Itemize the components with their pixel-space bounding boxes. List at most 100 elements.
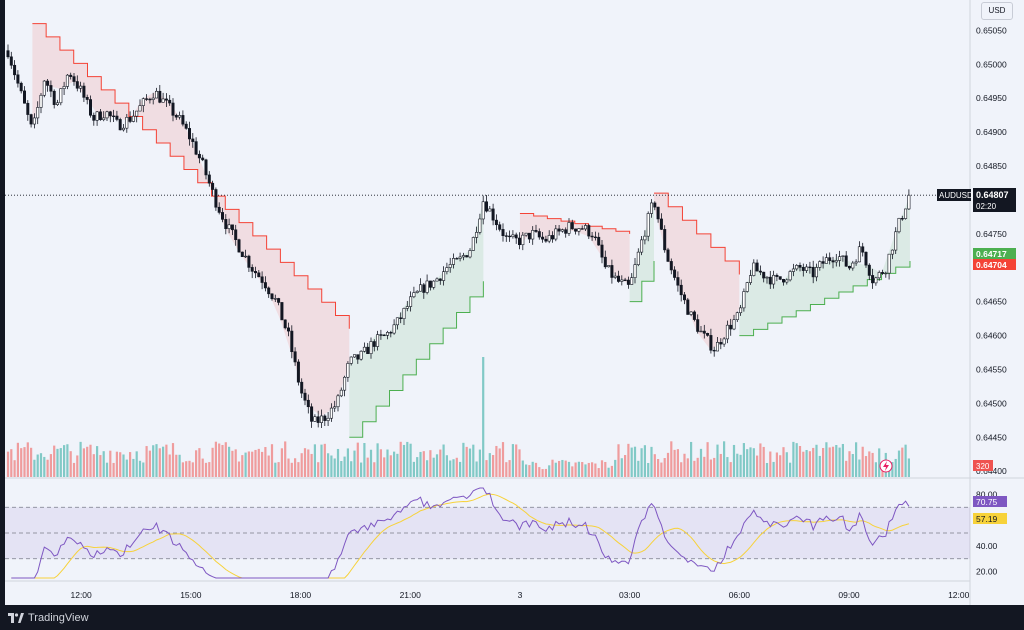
candle-body[interactable] <box>379 334 383 336</box>
candle-body[interactable] <box>39 94 43 108</box>
candle-body[interactable] <box>290 330 294 353</box>
candle-body[interactable] <box>768 276 772 285</box>
candle-body[interactable] <box>564 229 568 234</box>
candle-body[interactable] <box>418 284 422 292</box>
candle-body[interactable] <box>343 376 347 391</box>
candle-body[interactable] <box>904 208 908 219</box>
candle-body[interactable] <box>864 251 868 266</box>
candle-body[interactable] <box>778 276 782 280</box>
candle-body[interactable] <box>834 260 838 263</box>
candle-body[interactable] <box>772 274 776 285</box>
candle-body[interactable] <box>95 111 99 121</box>
candle-body[interactable] <box>125 116 129 129</box>
candle-body[interactable] <box>69 74 73 77</box>
candle-body[interactable] <box>352 354 356 358</box>
candle-body[interactable] <box>656 206 660 220</box>
candle-body[interactable] <box>570 222 574 230</box>
candle-body[interactable] <box>399 317 403 320</box>
candle-body[interactable] <box>550 235 554 240</box>
candle-body[interactable] <box>884 272 888 275</box>
candle-body[interactable] <box>448 264 452 268</box>
candle-body[interactable] <box>105 111 109 119</box>
candle-body[interactable] <box>841 255 845 257</box>
candle-body[interactable] <box>382 334 386 337</box>
candle-body[interactable] <box>706 333 710 336</box>
candle-body[interactable] <box>689 311 693 315</box>
candle-body[interactable] <box>679 284 683 296</box>
chart-svg[interactable]: 0.65050 0.65000 0.64950 0.64900 0.64850 0.647… <box>5 0 1024 605</box>
candle-body[interactable] <box>52 90 56 105</box>
candle-body[interactable] <box>385 332 389 336</box>
candle-body[interactable] <box>828 257 832 261</box>
candle-body[interactable] <box>844 255 848 267</box>
candle-body[interactable] <box>587 225 591 237</box>
candle-body[interactable] <box>313 416 317 422</box>
candle-body[interactable] <box>392 324 396 334</box>
currency-button[interactable]: USD <box>981 2 1013 20</box>
candle-body[interactable] <box>267 287 271 295</box>
candle-body[interactable] <box>174 115 178 118</box>
candle-body[interactable] <box>164 98 168 101</box>
candle-body[interactable] <box>191 138 195 142</box>
candle-body[interactable] <box>620 279 624 282</box>
candle-body[interactable] <box>280 302 284 321</box>
candle-body[interactable] <box>484 201 488 212</box>
candle-body[interactable] <box>72 76 76 82</box>
candle-body[interactable] <box>339 389 343 397</box>
candle-body[interactable] <box>857 246 861 263</box>
candle-body[interactable] <box>141 98 145 106</box>
candle-body[interactable] <box>514 234 518 239</box>
candle-body[interactable] <box>102 117 106 121</box>
candle-body[interactable] <box>171 102 175 116</box>
candle-body[interactable] <box>13 64 17 76</box>
candle-body[interactable] <box>286 327 290 332</box>
candle-body[interactable] <box>894 231 898 251</box>
candle-body[interactable] <box>422 284 426 293</box>
candle-body[interactable] <box>531 230 535 240</box>
candle-body[interactable] <box>511 234 515 238</box>
candle-body[interactable] <box>92 114 96 121</box>
candle-body[interactable] <box>168 99 172 104</box>
candle-body[interactable] <box>702 330 706 334</box>
candle-body[interactable] <box>395 317 399 326</box>
candle-body[interactable] <box>577 228 581 232</box>
candle-body[interactable] <box>649 202 653 214</box>
candle-body[interactable] <box>527 232 531 240</box>
candle-body[interactable] <box>867 264 871 276</box>
candle-body[interactable] <box>319 415 323 423</box>
lightning-icon[interactable] <box>879 459 893 473</box>
candle-body[interactable] <box>801 267 805 271</box>
candle-body[interactable] <box>762 271 766 279</box>
candle-body[interactable] <box>217 206 221 213</box>
candle-body[interactable] <box>646 213 650 237</box>
candle-body[interactable] <box>62 86 66 90</box>
candle-body[interactable] <box>310 406 314 422</box>
candle-body[interactable] <box>178 115 182 118</box>
candle-body[interactable] <box>735 312 739 321</box>
candle-body[interactable] <box>900 217 904 220</box>
candle-body[interactable] <box>640 239 644 253</box>
candle-body[interactable] <box>600 244 604 258</box>
candle-body[interactable] <box>151 97 155 100</box>
candle-body[interactable] <box>118 119 122 131</box>
candle-body[interactable] <box>329 407 333 419</box>
candle-body[interactable] <box>148 98 152 101</box>
candle-body[interactable] <box>158 90 162 103</box>
candle-body[interactable] <box>666 249 670 262</box>
candle-body[interactable] <box>85 97 89 100</box>
candle-body[interactable] <box>369 341 373 354</box>
candle-body[interactable] <box>455 258 459 260</box>
candle-body[interactable] <box>524 232 528 236</box>
candle-body[interactable] <box>808 266 812 269</box>
candle-body[interactable] <box>316 416 320 423</box>
candle-body[interactable] <box>758 270 762 273</box>
candle-body[interactable] <box>135 110 139 117</box>
candle-body[interactable] <box>781 279 785 283</box>
candle-body[interactable] <box>616 275 620 282</box>
candle-body[interactable] <box>488 208 492 212</box>
candle-body[interactable] <box>260 276 264 283</box>
candle-body[interactable] <box>415 290 419 293</box>
candle-body[interactable] <box>907 194 911 210</box>
candle-body[interactable] <box>49 85 53 92</box>
candle-body[interactable] <box>16 74 20 84</box>
